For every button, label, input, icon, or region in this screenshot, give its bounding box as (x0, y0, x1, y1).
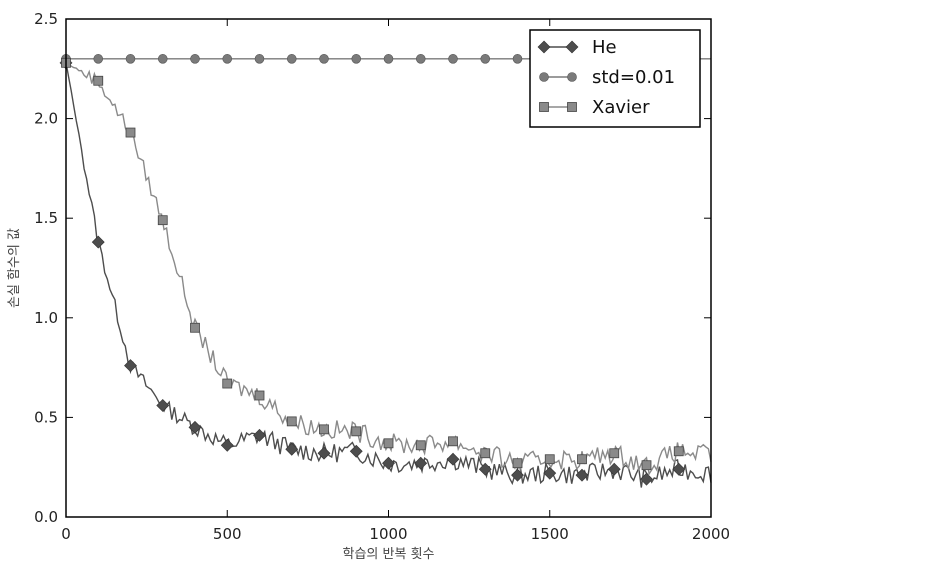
point-marker (319, 54, 329, 64)
point-marker (414, 456, 428, 470)
y-tick-label: 0.5 (34, 408, 58, 426)
point-marker (512, 54, 523, 64)
point-marker (672, 462, 686, 476)
point-marker (125, 54, 136, 64)
point-marker (254, 54, 265, 64)
x-tick-label: 2000 (692, 525, 730, 543)
legend-marker (539, 72, 549, 82)
point-marker (609, 448, 620, 459)
plot-area (59, 54, 712, 488)
legend-marker (537, 40, 551, 54)
point-marker (93, 75, 104, 86)
legend-marker (565, 40, 579, 54)
y-tick-label: 2.0 (34, 110, 58, 128)
point-marker (351, 426, 362, 437)
point-marker (641, 460, 652, 471)
y-tick-label: 2.5 (34, 10, 58, 28)
x-tick-label: 1000 (369, 525, 407, 543)
legend-label: He (592, 37, 617, 58)
y-tick-label: 0.0 (34, 508, 58, 526)
point-marker (157, 54, 168, 64)
series-Xavier (61, 57, 712, 476)
axes: 0 500 1000 1500 2000 0.0 0.5 1.0 1.5 2.0 2.5 (34, 10, 730, 543)
x-tick-label: 1500 (531, 525, 569, 543)
point-marker (478, 462, 492, 476)
point-marker (480, 448, 491, 459)
point-marker (512, 458, 523, 469)
y-axis-label: 손실 함수의 값 (7, 228, 22, 308)
point-marker (544, 454, 555, 465)
y-tick-label: 1.5 (34, 209, 58, 227)
point-marker (190, 322, 200, 333)
legend-item: He (537, 37, 617, 58)
point-marker (415, 54, 426, 64)
series-He (59, 56, 712, 488)
point-marker (222, 54, 233, 64)
point-marker (351, 54, 362, 64)
point-marker (446, 452, 460, 466)
legend-box (529, 29, 701, 128)
point-marker (157, 215, 168, 226)
point-marker (575, 468, 589, 482)
point-marker (448, 54, 458, 64)
legend-marker (567, 72, 577, 82)
point-marker (319, 424, 329, 435)
point-marker (383, 54, 394, 64)
point-marker (511, 468, 524, 482)
x-tick-label: 0 (61, 525, 71, 543)
point-marker (125, 127, 136, 138)
legend-item: Xavier (539, 97, 650, 118)
legend: He std=0.01 Xavier (529, 29, 701, 128)
point-marker (285, 442, 299, 456)
legend-marker (567, 102, 577, 112)
point-marker (91, 235, 105, 249)
legend-marker (539, 102, 549, 112)
point-marker (222, 378, 233, 389)
point-marker (543, 466, 557, 480)
point-marker (124, 359, 137, 373)
point-marker (286, 416, 297, 427)
series-std=0.01 (61, 54, 711, 64)
point-marker (93, 54, 104, 64)
point-marker (317, 446, 331, 460)
point-marker (253, 428, 266, 442)
point-marker (382, 456, 395, 470)
point-marker (349, 444, 363, 458)
point-marker (577, 454, 587, 465)
point-marker (448, 436, 458, 447)
point-marker (286, 54, 297, 64)
point-marker (188, 420, 202, 434)
point-marker (156, 399, 170, 412)
point-marker (220, 438, 234, 452)
y-tick-label: 1.0 (34, 309, 58, 327)
point-marker (383, 438, 394, 449)
x-axis-label: 학습의 반복 횟수 (343, 547, 435, 562)
point-marker (673, 446, 684, 457)
legend-item: std=0.01 (539, 67, 675, 88)
legend-label: std=0.01 (592, 67, 675, 88)
point-marker (607, 462, 621, 476)
point-marker (190, 54, 200, 64)
legend-label: Xavier (592, 97, 650, 118)
point-marker (480, 54, 491, 64)
point-marker (254, 390, 265, 401)
point-marker (640, 472, 653, 486)
point-marker (415, 440, 426, 451)
x-tick-label: 500 (213, 525, 242, 543)
